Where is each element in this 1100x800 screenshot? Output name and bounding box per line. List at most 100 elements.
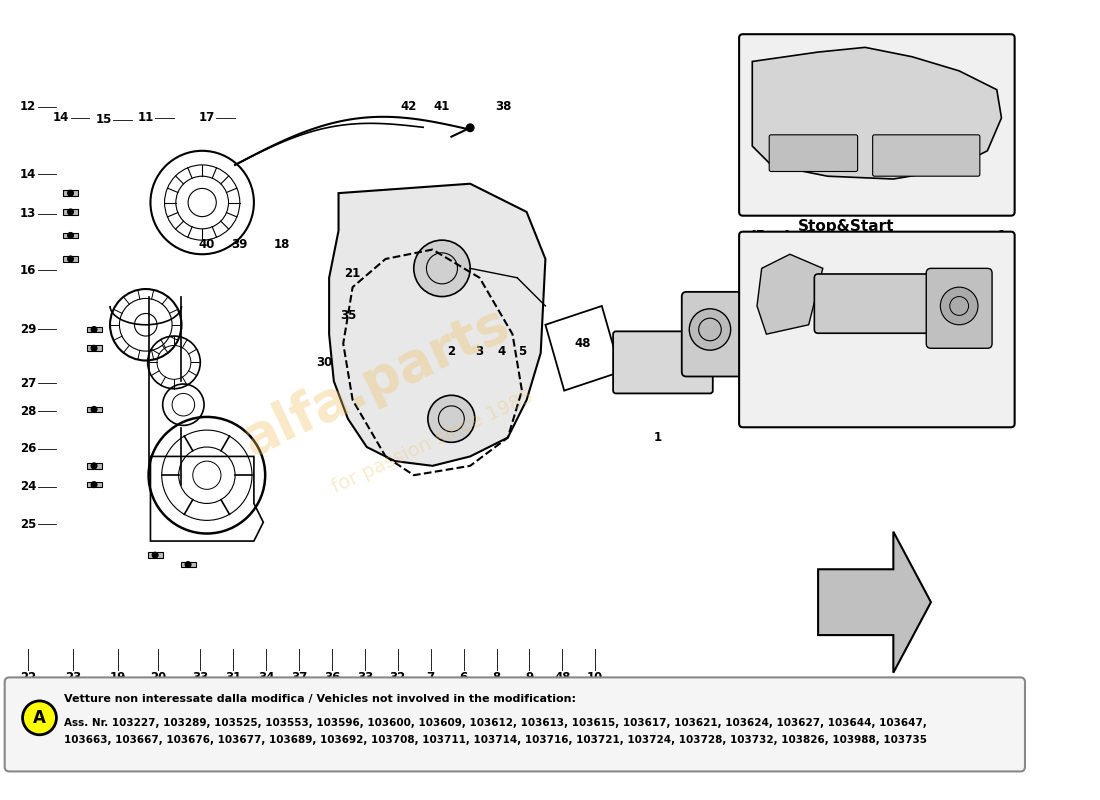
Text: 9: 9 xyxy=(526,671,534,684)
Circle shape xyxy=(185,562,191,567)
Bar xyxy=(63,190,78,196)
FancyBboxPatch shape xyxy=(872,135,980,176)
Text: 5: 5 xyxy=(518,345,526,358)
Bar xyxy=(63,209,78,214)
Text: for passion since 1985: for passion since 1985 xyxy=(329,387,537,498)
Circle shape xyxy=(152,552,158,558)
Text: 15: 15 xyxy=(96,114,111,126)
Circle shape xyxy=(91,406,97,412)
Text: 27: 27 xyxy=(20,377,36,390)
Text: 36: 36 xyxy=(323,671,340,684)
Text: 25: 25 xyxy=(20,518,36,530)
Text: 33: 33 xyxy=(192,671,208,684)
Text: 12: 12 xyxy=(20,100,36,113)
Text: 6: 6 xyxy=(460,671,467,684)
Bar xyxy=(87,326,101,332)
Circle shape xyxy=(91,463,97,469)
Text: 47: 47 xyxy=(749,229,766,242)
Text: A: A xyxy=(33,709,46,727)
Circle shape xyxy=(466,124,474,131)
Text: 8: 8 xyxy=(493,671,500,684)
Text: 4: 4 xyxy=(497,345,505,358)
Text: 103663, 103667, 103676, 103677, 103689, 103692, 103708, 103711, 103714, 103716, : 103663, 103667, 103676, 103677, 103689, … xyxy=(64,735,927,746)
FancyBboxPatch shape xyxy=(613,331,713,394)
Circle shape xyxy=(428,395,475,442)
Bar xyxy=(87,346,101,351)
Text: 39: 39 xyxy=(232,238,248,251)
Text: 33: 33 xyxy=(356,671,373,684)
Text: 32: 32 xyxy=(389,671,406,684)
Text: 28: 28 xyxy=(20,405,36,418)
Circle shape xyxy=(68,233,74,238)
FancyBboxPatch shape xyxy=(739,232,1014,427)
Circle shape xyxy=(91,346,97,351)
Text: 24: 24 xyxy=(20,480,36,493)
Text: 48: 48 xyxy=(554,671,571,684)
Polygon shape xyxy=(752,47,1001,179)
Text: 37: 37 xyxy=(290,671,307,684)
Text: 11: 11 xyxy=(138,111,154,124)
Bar xyxy=(63,256,78,262)
Text: 41: 41 xyxy=(433,100,450,113)
Text: 14: 14 xyxy=(20,168,36,181)
Text: 21: 21 xyxy=(344,266,361,279)
Text: 16: 16 xyxy=(20,264,36,277)
Text: 46: 46 xyxy=(754,403,770,416)
Text: 19: 19 xyxy=(109,671,125,684)
Text: 34: 34 xyxy=(257,671,274,684)
Text: 42: 42 xyxy=(400,100,417,113)
FancyBboxPatch shape xyxy=(814,274,944,334)
Text: 35: 35 xyxy=(340,309,356,322)
Bar xyxy=(147,552,163,558)
Circle shape xyxy=(68,209,74,214)
Text: 1: 1 xyxy=(654,431,662,444)
Text: 1: 1 xyxy=(998,229,1005,242)
Bar xyxy=(180,562,196,567)
Polygon shape xyxy=(757,254,823,334)
Text: 26: 26 xyxy=(20,442,36,455)
FancyBboxPatch shape xyxy=(739,34,1014,216)
Text: 48: 48 xyxy=(575,337,592,350)
Text: 3: 3 xyxy=(475,345,484,358)
Text: 29: 29 xyxy=(20,323,36,336)
Circle shape xyxy=(91,326,97,332)
Text: Vetture non interessate dalla modifica / Vehicles not involved in the modificati: Vetture non interessate dalla modifica /… xyxy=(64,694,576,704)
Text: 40: 40 xyxy=(199,238,216,251)
Text: 2: 2 xyxy=(804,229,813,242)
Bar xyxy=(63,233,78,238)
Circle shape xyxy=(68,190,74,196)
FancyBboxPatch shape xyxy=(769,135,858,171)
FancyBboxPatch shape xyxy=(682,292,742,377)
Bar xyxy=(87,406,101,412)
Text: 30: 30 xyxy=(317,356,332,369)
Text: 13: 13 xyxy=(20,207,36,220)
Text: 38: 38 xyxy=(495,100,512,113)
Text: 43: 43 xyxy=(998,36,1014,49)
FancyBboxPatch shape xyxy=(4,678,1025,771)
Text: 45: 45 xyxy=(791,403,807,416)
Text: 18: 18 xyxy=(274,238,290,251)
Polygon shape xyxy=(818,532,931,673)
Text: 10: 10 xyxy=(587,671,604,684)
Bar xyxy=(87,463,101,469)
Text: 7: 7 xyxy=(427,671,434,684)
Text: Ass. Nr. 103227, 103289, 103525, 103553, 103596, 103600, 103609, 103612, 103613,: Ass. Nr. 103227, 103289, 103525, 103553,… xyxy=(64,718,927,729)
Polygon shape xyxy=(329,184,546,466)
FancyBboxPatch shape xyxy=(926,268,992,348)
Text: 31: 31 xyxy=(226,671,241,684)
Text: 22: 22 xyxy=(20,671,36,684)
Circle shape xyxy=(23,701,56,734)
Circle shape xyxy=(690,309,730,350)
Text: Stop&Start: Stop&Start xyxy=(799,218,894,234)
Text: alfa.parts: alfa.parts xyxy=(234,297,517,466)
Text: 2: 2 xyxy=(448,345,455,358)
Text: 20: 20 xyxy=(150,671,166,684)
Circle shape xyxy=(91,482,97,487)
Circle shape xyxy=(414,240,470,297)
Text: 14: 14 xyxy=(53,111,69,124)
Circle shape xyxy=(940,287,978,325)
Bar xyxy=(87,482,101,487)
Text: 4: 4 xyxy=(781,229,790,242)
Text: 17: 17 xyxy=(199,111,214,124)
Text: 44: 44 xyxy=(918,191,935,204)
